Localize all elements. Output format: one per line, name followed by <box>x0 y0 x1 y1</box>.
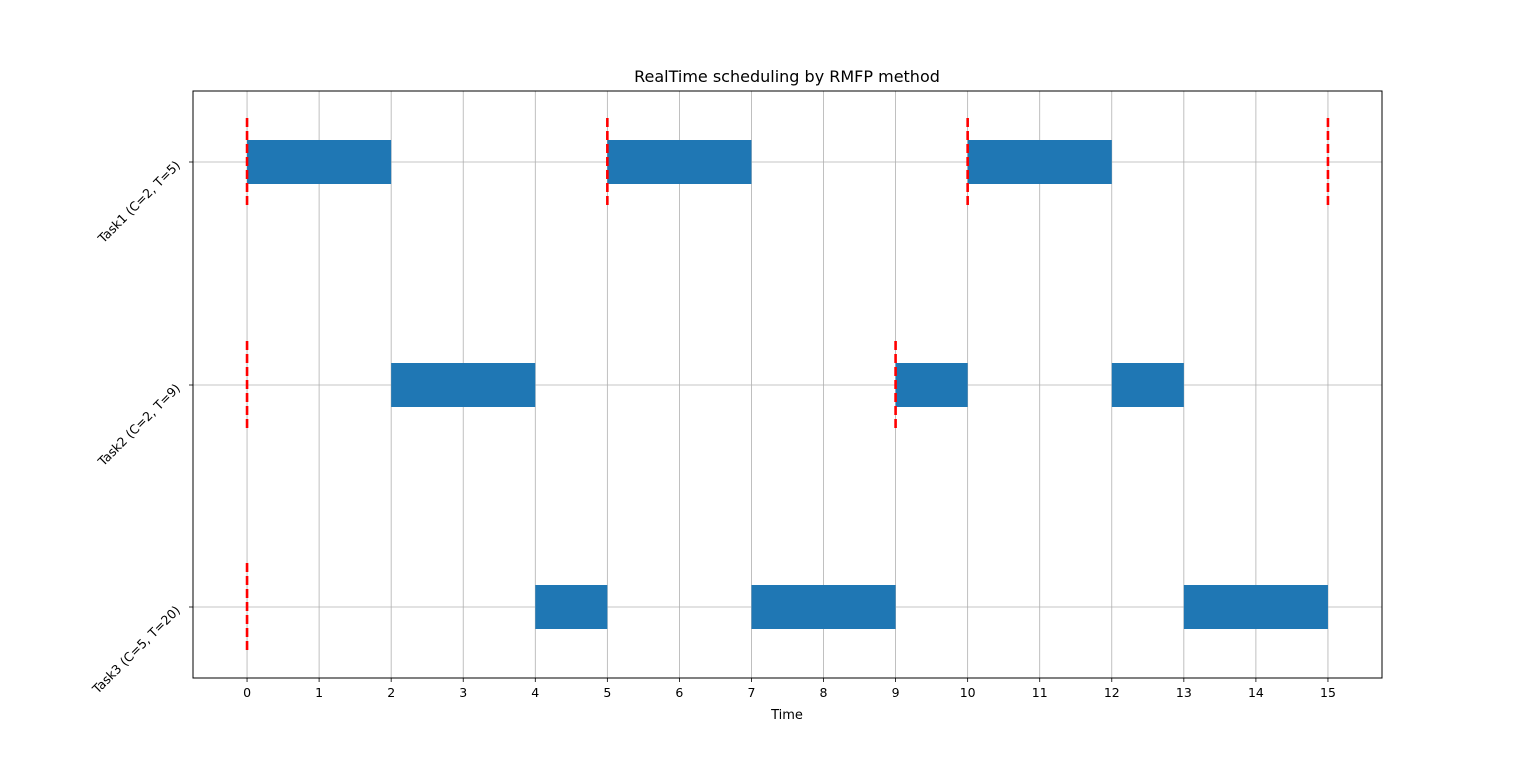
x-tick-label: 6 <box>675 685 683 700</box>
y-axis-ticks: Task1 (C=2, T=5) Task2 (C=2, T=9) Task3 (C… <box>89 158 193 698</box>
execution-bar <box>247 140 392 184</box>
x-tick-label: 0 <box>243 685 251 700</box>
y-tick-label: Task1 (C=2, T=5) <box>94 158 183 247</box>
x-axis-label: Time <box>770 708 803 723</box>
x-tick-label: 11 <box>1032 685 1048 700</box>
execution-bar <box>1183 585 1328 629</box>
release-markers <box>245 118 1330 651</box>
execution-bar <box>967 140 1112 184</box>
execution-bar <box>1111 363 1184 407</box>
execution-bar <box>391 363 536 407</box>
x-tick-label: 14 <box>1248 685 1264 700</box>
y-tick-label: Task3 (C=5, T=20) <box>89 603 184 698</box>
x-tick-label: 9 <box>892 685 900 700</box>
x-tick-label: 10 <box>960 685 976 700</box>
execution-bars <box>247 140 1328 629</box>
x-tick-label: 3 <box>459 685 467 700</box>
x-tick-label: 1 <box>315 685 323 700</box>
execution-bar <box>895 363 968 407</box>
x-tick-label: 12 <box>1104 685 1120 700</box>
plot-frame <box>192 90 1383 679</box>
x-tick-label: 7 <box>747 685 755 700</box>
y-tick-label: Task2 (C=2, T=9) <box>94 381 183 470</box>
x-tick-label: 4 <box>531 685 539 700</box>
x-tick-label: 5 <box>603 685 611 700</box>
execution-bar <box>751 585 896 629</box>
x-tick-label: 13 <box>1176 685 1192 700</box>
chart-title: RealTime scheduling by RMFP method <box>634 67 940 86</box>
x-tick-label: 2 <box>387 685 395 700</box>
execution-bar <box>607 140 752 184</box>
x-tick-label: 15 <box>1320 685 1336 700</box>
x-tick-label: 8 <box>820 685 828 700</box>
execution-bar <box>535 585 608 629</box>
x-axis-ticks: 0 1 2 3 4 5 6 7 8 9 10 11 12 13 14 15 <box>243 678 1336 700</box>
